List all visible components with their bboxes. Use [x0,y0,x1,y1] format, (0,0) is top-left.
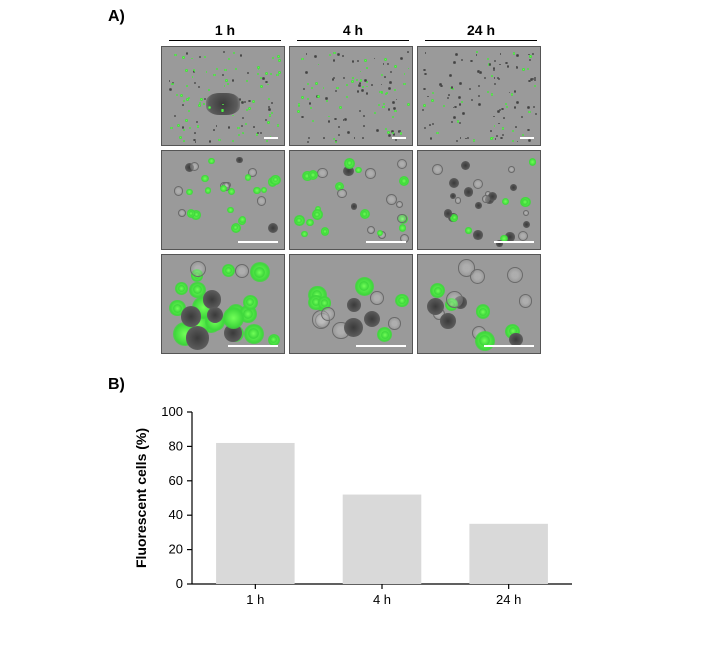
col-header-4h: 4 h [333,22,373,38]
col-header-line-4h [297,40,409,41]
microscopy-image [161,150,285,250]
scale-bar [484,345,534,347]
scale-bar [356,345,406,347]
microscopy-image [417,46,541,146]
col-header-line-1h [169,40,281,41]
panel-b-label: B) [108,376,125,394]
scale-bar [494,241,534,243]
scale-bar [238,241,278,243]
scale-bar [228,345,278,347]
svg-text:40: 40 [169,507,183,522]
scale-bar [520,137,534,139]
microscopy-image [417,254,541,354]
microscopy-image [289,46,413,146]
col-header-24h: 24 h [461,22,501,38]
col-header-line-24h [425,40,537,41]
microscopy-image [417,150,541,250]
svg-text:24 h: 24 h [496,592,521,607]
microscopy-grid [161,46,541,354]
chart-svg: 0 20 40 60 80 100 Fluorescent cells (%) 1 h 4 h 2… [120,398,590,628]
scale-bar [392,137,406,139]
microscopy-image [161,254,285,354]
scale-bar [264,137,278,139]
col-header-1h: 1 h [205,22,245,38]
svg-text:4 h: 4 h [373,592,391,607]
svg-text:80: 80 [169,438,183,453]
svg-text:20: 20 [169,542,183,557]
svg-text:100: 100 [161,404,183,419]
svg-text:Fluorescent cells (%): Fluorescent cells (%) [133,428,149,568]
scale-bar [366,241,406,243]
svg-text:60: 60 [169,473,183,488]
svg-text:1 h: 1 h [246,592,264,607]
microscopy-image [289,150,413,250]
microscopy-image [161,46,285,146]
panel-a-label: A) [108,8,125,26]
microscopy-image [289,254,413,354]
fluorescent-cells-chart: 0 20 40 60 80 100 Fluorescent cells (%) 1 h 4 h 2… [120,398,590,628]
svg-text:0: 0 [176,576,183,591]
